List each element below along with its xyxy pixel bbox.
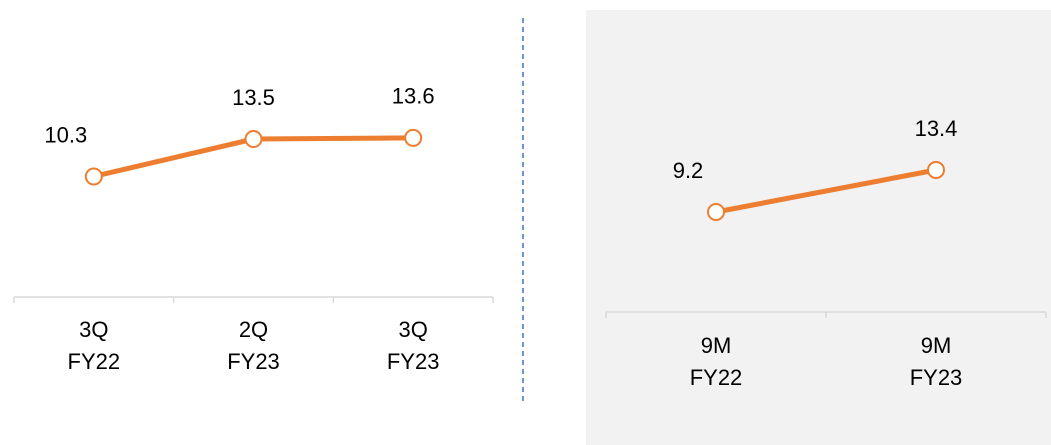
marker [84,167,103,186]
marker [927,161,945,179]
line [715,167,937,215]
x-tick-label: 3Q FY23 [386,317,440,374]
data-label: 9.2 [673,158,704,183]
data-label: 13.5 [232,85,275,110]
panel-background [586,10,1051,445]
x-tick-label: 3Q FY22 [67,317,121,374]
x-tick-label: 2Q FY23 [227,317,280,374]
data-label: 13.6 [392,84,435,109]
marker [404,128,423,147]
data-label: 10.3 [44,122,87,147]
marker [244,130,263,149]
x-tick-label: 9M FY23 [909,333,963,390]
data-label: 13.4 [915,116,958,141]
marker [707,203,725,221]
x-tick-label: 9M FY22 [689,333,743,390]
